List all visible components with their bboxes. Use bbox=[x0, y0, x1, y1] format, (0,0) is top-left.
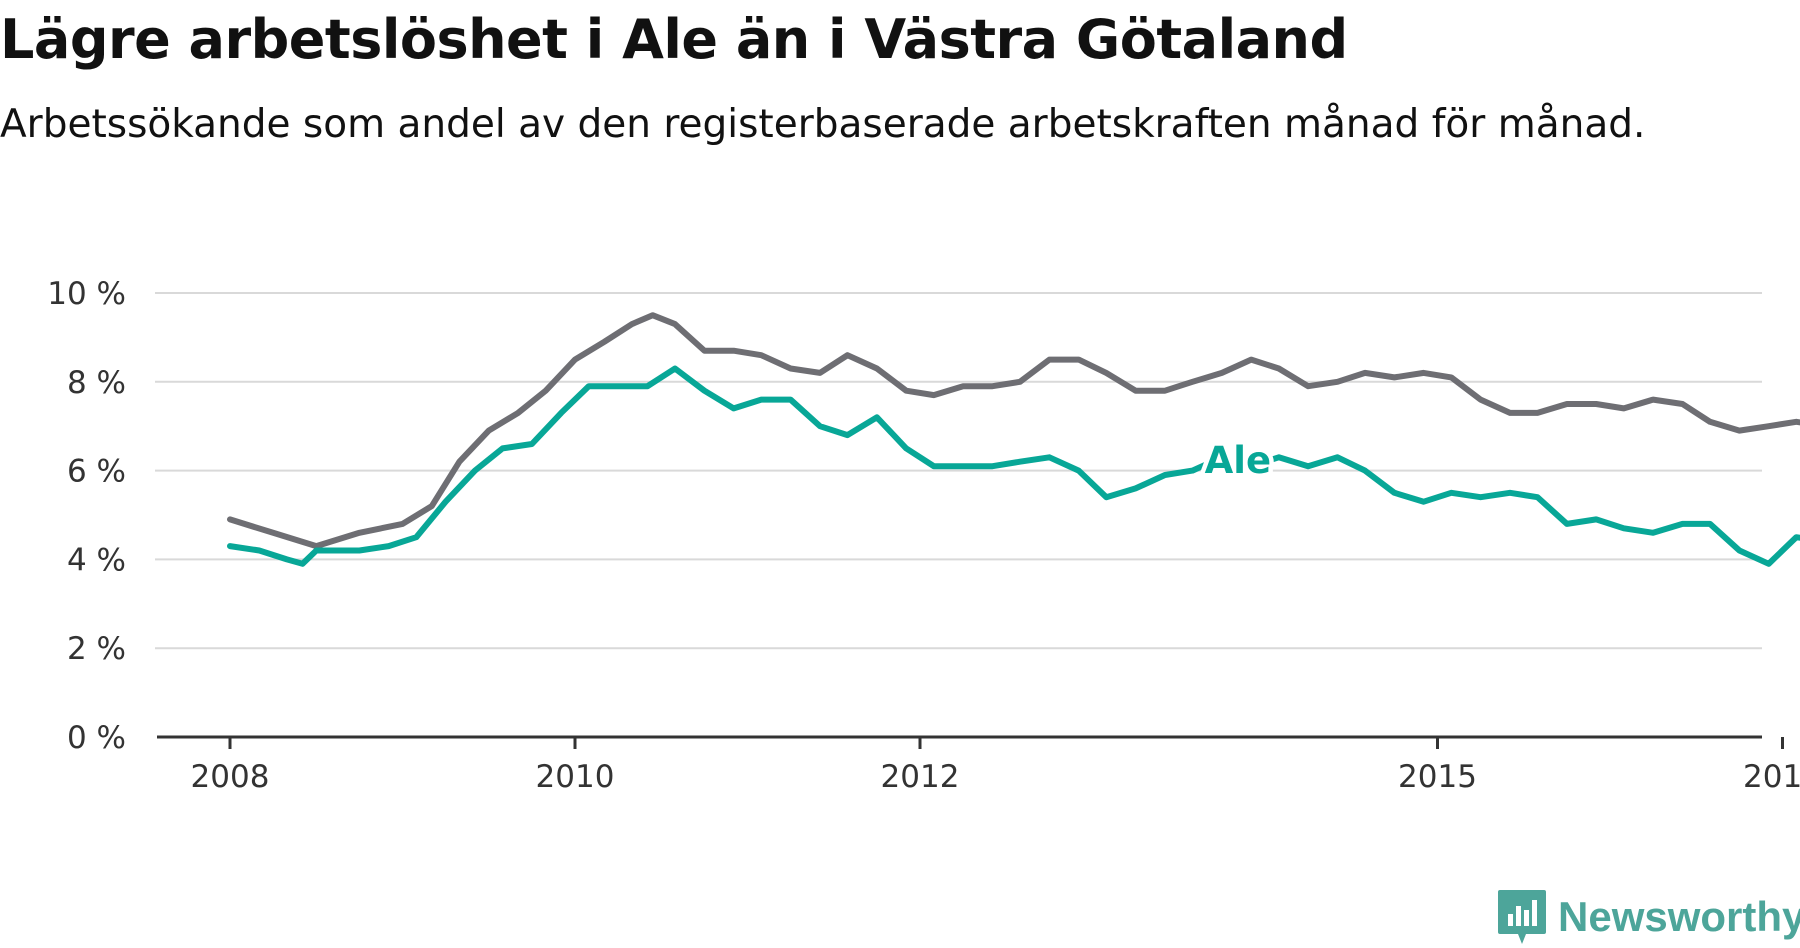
chart-subtitle: Arbetssökande som andel av den registerb… bbox=[0, 102, 1646, 147]
series-lines bbox=[227, 312, 1800, 567]
series-line-ale bbox=[227, 365, 1800, 567]
newsworthy-brand[interactable]: Newsworthy bbox=[1496, 886, 1800, 948]
y-tick-label: 10 % bbox=[47, 276, 126, 312]
y-tick-label: 0 % bbox=[67, 720, 126, 756]
x-tick-label: 2017 bbox=[1743, 759, 1800, 795]
brand-name: Newsworthy bbox=[1558, 893, 1800, 940]
y-tick-label: 4 % bbox=[67, 542, 126, 578]
chart-title: Lägre arbetslöshet i Ale än i Västra Göt… bbox=[0, 8, 1348, 71]
y-tick-label: 8 % bbox=[67, 365, 126, 401]
gridlines bbox=[155, 292, 1762, 650]
x-tick-label: 2015 bbox=[1398, 759, 1477, 795]
y-tick-label: 2 % bbox=[67, 631, 126, 667]
series-label-ale: Ale bbox=[1205, 439, 1271, 482]
x-axis: 20082010201220152017202020222024 bbox=[157, 735, 1800, 795]
series-line-v-stra-g-taland bbox=[227, 312, 1800, 550]
x-tick-label: 2010 bbox=[536, 759, 615, 795]
y-axis-ticks: 0 % 2 % 4 % 6 % 8 % 10 % bbox=[47, 276, 126, 756]
series-labels: Västra GötalandAle6,3 %4,7 % bbox=[1200, 434, 1275, 486]
y-tick-label: 6 % bbox=[67, 454, 126, 490]
line-chart: 0 % 2 % 4 % 6 % 8 % 10 % 2008 2010 2012 2015 2017… bbox=[47, 276, 1800, 795]
newsworthy-logo-icon bbox=[1498, 890, 1546, 944]
x-tick-label: 2012 bbox=[881, 759, 960, 795]
x-tick-label: 2008 bbox=[191, 759, 270, 795]
